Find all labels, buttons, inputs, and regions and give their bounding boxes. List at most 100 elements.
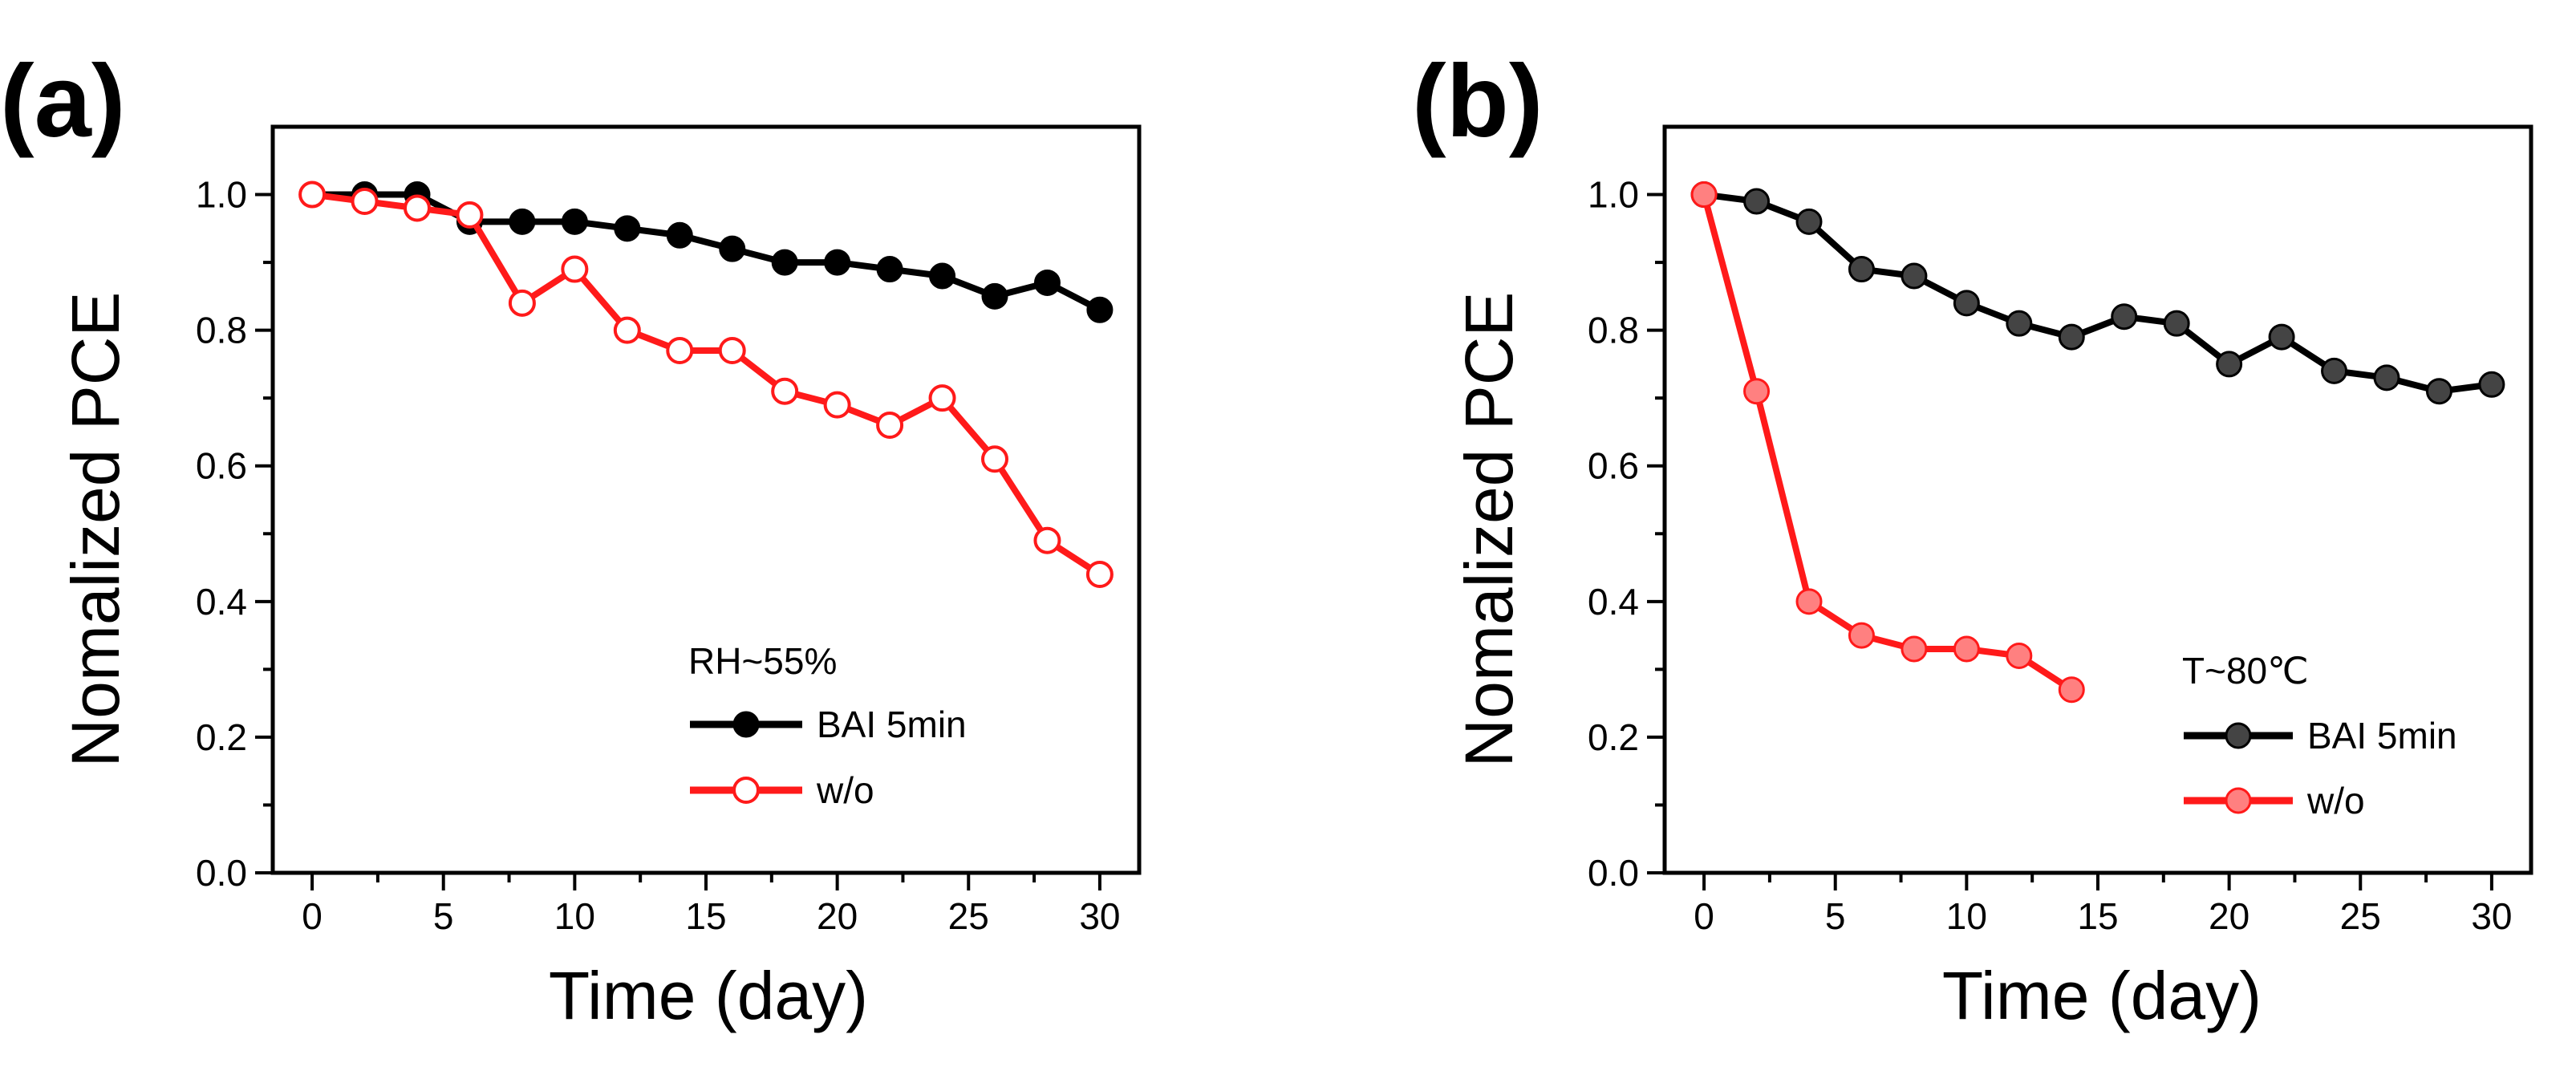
data-point-bai <box>1033 269 1061 296</box>
data-point-wo <box>351 188 379 215</box>
data-point-bai <box>719 235 746 262</box>
panel-a-label: (a) <box>0 44 125 159</box>
data-point-bai <box>2268 323 2295 351</box>
data-point-bai <box>981 282 1008 310</box>
y-tick-label: 0.0 <box>1588 852 1639 894</box>
data-point-wo <box>298 181 327 209</box>
panel-b-ticks: 0 5 10 15 20 25 30 0.0 0.2 0.4 0.6 0.8 1.0 <box>1588 174 2512 937</box>
data-point-bai <box>1848 256 1875 283</box>
data-point-wo <box>928 384 956 412</box>
series-line-wo <box>1701 193 2074 693</box>
data-point-wo <box>1848 622 1875 649</box>
series-line-bai <box>312 191 1101 313</box>
x-tick-label: 20 <box>2209 895 2249 937</box>
data-point-bai <box>2058 323 2085 351</box>
series-line-wo <box>311 191 1102 578</box>
data-point-wo <box>718 337 746 364</box>
data-point-wo <box>1690 181 1718 209</box>
x-tick-label: 20 <box>817 895 858 937</box>
data-point-bai <box>2373 364 2400 391</box>
x-tick-label: 5 <box>1825 895 1846 937</box>
panel-b-legend: BAI 5min w/o <box>2184 715 2457 821</box>
y-tick-label: 0.0 <box>196 852 247 894</box>
data-point-wo <box>1953 635 1980 663</box>
data-point-wo <box>1743 378 1771 405</box>
panel-a-ticks: 0 5 10 15 20 25 30 0.0 0.2 0.4 0.6 0.8 1.0 <box>196 174 1120 937</box>
x-tick-label: 10 <box>1946 895 1987 937</box>
data-point-bai <box>824 249 851 276</box>
data-point-bai <box>1086 296 1114 323</box>
x-tick-label: 30 <box>2471 895 2512 937</box>
x-tick-label: 15 <box>2077 895 2118 937</box>
data-point-bai <box>1901 262 1928 290</box>
x-tick-label: 15 <box>685 895 726 937</box>
panel-a-series <box>298 181 1114 588</box>
panel-b-annotation: T~80℃ <box>2182 650 2309 692</box>
x-tick-label: 0 <box>1694 895 1714 937</box>
data-point-wo <box>1085 561 1114 588</box>
data-point-wo <box>1033 526 1061 554</box>
legend-a-label-wo: w/o <box>816 769 874 811</box>
panel-b: (b) Nomalized PCE Time (day) 0 5 10 15 20 25 3… <box>1412 44 2533 1033</box>
legend-a-label-bai: BAI 5min <box>817 704 967 745</box>
data-point-bai <box>2425 378 2452 405</box>
data-point-wo <box>981 445 1008 473</box>
data-point-bai <box>2321 357 2348 384</box>
data-point-wo <box>1795 588 1823 615</box>
data-point-bai <box>2216 351 2243 378</box>
panel-a: (a) Nomalized PCE Time (day) 0 5 10 15 20 25 3… <box>0 44 1142 1033</box>
x-tick-label: 5 <box>433 895 454 937</box>
data-point-wo <box>508 289 536 317</box>
data-point-wo <box>2058 676 2085 704</box>
data-point-wo <box>561 255 589 283</box>
data-point-bai <box>929 262 956 290</box>
panel-a-y-axis-title: Nomalized PCE <box>58 292 133 768</box>
panel-a-x-axis-title: Time (day) <box>549 958 868 1033</box>
data-point-wo <box>456 201 484 229</box>
data-point-bai <box>1795 208 1823 235</box>
data-point-bai <box>2111 303 2138 331</box>
x-tick-label: 10 <box>554 895 595 937</box>
data-point-wo <box>613 316 641 344</box>
series-line-bai <box>1703 191 2493 395</box>
data-point-wo <box>771 377 799 405</box>
panel-b-series <box>1690 181 2505 704</box>
data-point-bai <box>2006 310 2033 337</box>
y-tick-label: 1.0 <box>1588 174 1639 216</box>
data-point-bai <box>771 249 798 276</box>
x-tick-label: 25 <box>2340 895 2381 937</box>
x-tick-label: 25 <box>948 895 989 937</box>
legend-b-marker-wo <box>2225 787 2252 814</box>
data-point-wo <box>876 412 904 439</box>
panel-a-legend: BAI 5min w/o <box>690 704 967 811</box>
data-point-bai <box>2478 371 2505 398</box>
data-point-bai <box>509 208 536 235</box>
x-tick-label: 30 <box>1079 895 1120 937</box>
data-point-bai <box>876 256 903 283</box>
data-point-wo <box>1901 635 1928 663</box>
panel-a-annotation: RH~55% <box>688 640 837 682</box>
data-point-wo <box>823 391 851 419</box>
data-point-wo <box>666 337 694 364</box>
y-tick-label: 0.6 <box>196 445 247 487</box>
data-point-wo <box>404 194 431 222</box>
data-point-bai <box>666 221 693 249</box>
data-point-bai <box>2163 310 2190 337</box>
panel-b-plot-frame <box>1662 124 2533 875</box>
y-tick-label: 0.8 <box>1588 310 1639 351</box>
panel-b-label: (b) <box>1412 44 1543 159</box>
panel-a-plot-frame <box>270 124 1142 875</box>
legend-b-label-wo: w/o <box>2306 780 2365 821</box>
y-tick-label: 1.0 <box>196 174 247 216</box>
y-tick-label: 0.2 <box>196 716 247 758</box>
y-tick-label: 0.2 <box>1588 716 1639 758</box>
y-tick-label: 0.4 <box>1588 581 1639 623</box>
x-tick-label: 0 <box>302 895 323 937</box>
data-point-wo <box>2006 642 2033 669</box>
panel-b-y-axis-title: Nomalized PCE <box>1451 292 1527 768</box>
y-tick-label: 0.8 <box>196 310 247 351</box>
legend-a-marker-wo <box>732 777 760 804</box>
panel-b-x-axis-title: Time (day) <box>1942 958 2262 1033</box>
legend-a-marker-bai <box>732 711 760 738</box>
